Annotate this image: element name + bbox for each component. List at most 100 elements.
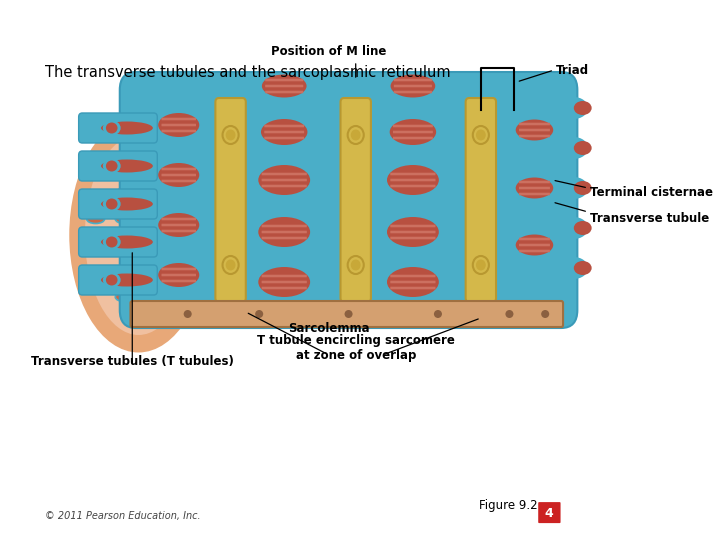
Ellipse shape: [106, 123, 117, 133]
Ellipse shape: [115, 267, 133, 275]
FancyBboxPatch shape: [264, 131, 304, 133]
Ellipse shape: [574, 261, 592, 275]
Ellipse shape: [258, 267, 310, 297]
FancyBboxPatch shape: [519, 187, 550, 190]
Ellipse shape: [222, 126, 238, 144]
FancyBboxPatch shape: [161, 218, 196, 220]
FancyBboxPatch shape: [393, 137, 433, 139]
FancyBboxPatch shape: [261, 275, 307, 278]
Text: Terminal cisternae: Terminal cisternae: [590, 186, 713, 199]
FancyBboxPatch shape: [264, 125, 304, 127]
FancyBboxPatch shape: [215, 98, 246, 302]
Ellipse shape: [158, 163, 199, 187]
FancyBboxPatch shape: [261, 231, 307, 233]
Ellipse shape: [184, 310, 192, 318]
Ellipse shape: [173, 240, 190, 249]
Ellipse shape: [476, 130, 486, 140]
Ellipse shape: [387, 217, 438, 247]
Ellipse shape: [348, 256, 364, 274]
FancyBboxPatch shape: [390, 173, 436, 176]
FancyBboxPatch shape: [466, 98, 496, 302]
FancyBboxPatch shape: [390, 185, 436, 187]
Ellipse shape: [258, 217, 310, 247]
Ellipse shape: [106, 160, 117, 172]
FancyBboxPatch shape: [78, 151, 157, 181]
FancyBboxPatch shape: [265, 91, 303, 93]
Text: 4: 4: [544, 507, 553, 519]
Ellipse shape: [103, 159, 121, 173]
Ellipse shape: [144, 240, 162, 249]
FancyBboxPatch shape: [519, 181, 550, 183]
Ellipse shape: [115, 214, 133, 224]
Ellipse shape: [574, 181, 592, 195]
FancyBboxPatch shape: [261, 287, 307, 289]
FancyBboxPatch shape: [161, 130, 196, 132]
Ellipse shape: [225, 130, 235, 140]
FancyBboxPatch shape: [161, 224, 196, 226]
Ellipse shape: [158, 263, 199, 287]
Ellipse shape: [559, 97, 588, 119]
FancyBboxPatch shape: [519, 123, 550, 125]
FancyBboxPatch shape: [390, 281, 436, 284]
Ellipse shape: [173, 214, 190, 224]
FancyBboxPatch shape: [161, 268, 196, 271]
FancyBboxPatch shape: [161, 230, 196, 232]
Ellipse shape: [86, 214, 104, 224]
Ellipse shape: [473, 126, 489, 144]
Text: Transverse tubules (T tubules): Transverse tubules (T tubules): [31, 355, 234, 368]
Ellipse shape: [387, 267, 438, 297]
Ellipse shape: [261, 119, 307, 145]
Ellipse shape: [222, 256, 238, 274]
FancyBboxPatch shape: [393, 125, 433, 127]
Text: The transverse tubules and the sarcoplasmic reticulum: The transverse tubules and the sarcoplas…: [45, 65, 451, 80]
FancyBboxPatch shape: [519, 244, 550, 246]
FancyBboxPatch shape: [390, 179, 436, 181]
Ellipse shape: [348, 126, 364, 144]
FancyBboxPatch shape: [519, 193, 550, 195]
Ellipse shape: [258, 165, 310, 195]
Ellipse shape: [144, 267, 162, 275]
Ellipse shape: [390, 75, 436, 98]
FancyBboxPatch shape: [161, 180, 196, 183]
Ellipse shape: [158, 113, 199, 137]
FancyBboxPatch shape: [78, 265, 157, 295]
Ellipse shape: [541, 310, 549, 318]
FancyBboxPatch shape: [394, 79, 432, 82]
FancyBboxPatch shape: [394, 85, 432, 87]
FancyBboxPatch shape: [390, 225, 436, 227]
FancyBboxPatch shape: [519, 238, 550, 240]
Text: Figure 9.2: Figure 9.2: [479, 499, 537, 512]
FancyBboxPatch shape: [120, 72, 577, 328]
FancyBboxPatch shape: [161, 118, 196, 120]
Ellipse shape: [103, 120, 121, 136]
Ellipse shape: [106, 237, 117, 247]
Ellipse shape: [101, 122, 153, 134]
Ellipse shape: [559, 257, 588, 279]
FancyBboxPatch shape: [261, 225, 307, 227]
Text: © 2011 Pearson Education, Inc.: © 2011 Pearson Education, Inc.: [45, 511, 201, 521]
Ellipse shape: [101, 159, 153, 172]
FancyBboxPatch shape: [393, 131, 433, 133]
Ellipse shape: [86, 240, 104, 249]
FancyBboxPatch shape: [161, 274, 196, 276]
FancyBboxPatch shape: [261, 179, 307, 181]
Ellipse shape: [115, 163, 133, 172]
FancyBboxPatch shape: [265, 85, 303, 87]
Ellipse shape: [115, 293, 133, 301]
Ellipse shape: [115, 188, 133, 198]
Ellipse shape: [262, 75, 307, 98]
Ellipse shape: [85, 135, 192, 335]
FancyBboxPatch shape: [390, 231, 436, 233]
Text: Transverse tubule: Transverse tubule: [590, 212, 709, 225]
Ellipse shape: [101, 273, 153, 287]
Ellipse shape: [574, 141, 592, 155]
FancyBboxPatch shape: [519, 129, 550, 131]
Ellipse shape: [516, 178, 553, 199]
Ellipse shape: [434, 310, 442, 318]
Ellipse shape: [559, 217, 588, 239]
FancyBboxPatch shape: [390, 237, 436, 239]
Ellipse shape: [516, 119, 553, 140]
Ellipse shape: [345, 310, 353, 318]
Ellipse shape: [106, 199, 117, 210]
Ellipse shape: [505, 310, 513, 318]
